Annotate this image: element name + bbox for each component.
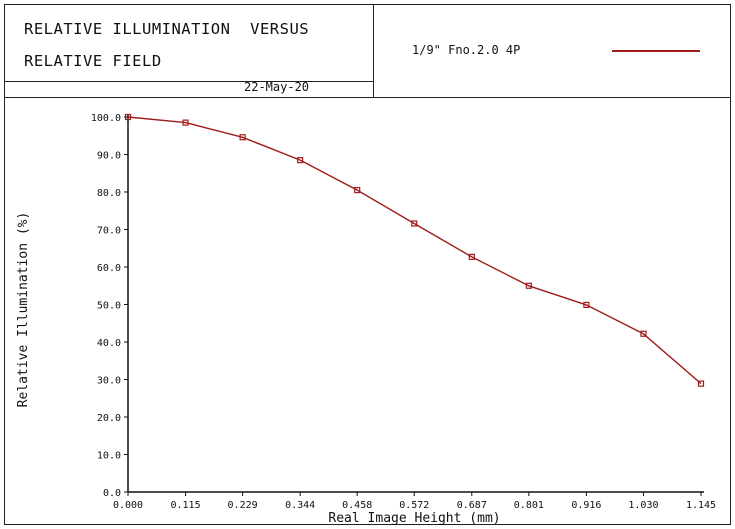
data-point-marker xyxy=(525,282,532,289)
data-point-marker xyxy=(583,301,590,308)
data-point-marker xyxy=(182,119,189,126)
data-point-marker xyxy=(297,157,304,164)
series-line xyxy=(127,116,702,385)
chart-title-line-2: RELATIVE FIELD xyxy=(24,52,162,70)
x-tick-label: 0.572 xyxy=(399,500,429,511)
y-tick-label: 90.0 xyxy=(97,151,121,162)
y-tick-label: 100.0 xyxy=(91,113,121,124)
date-box xyxy=(4,82,374,98)
title-box xyxy=(4,4,374,82)
data-point-marker xyxy=(411,220,418,227)
data-point-marker xyxy=(468,253,475,260)
plot-frame xyxy=(4,4,731,525)
x-tick-label: 0.458 xyxy=(342,500,372,511)
data-point-marker xyxy=(239,134,246,141)
y-tick-label: 80.0 xyxy=(97,188,121,199)
x-tick-label: 0.000 xyxy=(113,500,143,511)
x-tick-label: 1.030 xyxy=(628,500,658,511)
y-axis-label: Relative Illumination (%) xyxy=(16,212,31,408)
x-axis-label: Real Image Height (mm) xyxy=(328,511,500,526)
y-tick-label: 30.0 xyxy=(97,376,121,387)
y-tick-label: 70.0 xyxy=(97,226,121,237)
x-tick-label: 0.344 xyxy=(285,500,315,511)
data-point-marker xyxy=(697,380,705,387)
y-tick-label: 50.0 xyxy=(97,301,121,312)
x-tick-label: 1.145 xyxy=(686,500,716,511)
y-tick-label: 10.0 xyxy=(97,451,121,462)
data-point-marker xyxy=(640,330,647,337)
y-tick-label: 40.0 xyxy=(97,338,121,349)
legend-line-swatch xyxy=(612,50,700,52)
x-tick-label: 0.229 xyxy=(228,500,258,511)
y-tick-label: 0.0 xyxy=(103,488,121,499)
data-point-marker xyxy=(124,113,132,121)
x-tick-label: 0.687 xyxy=(457,500,487,511)
data-point-marker xyxy=(354,187,361,194)
date-label: 22-May-20 xyxy=(244,80,310,94)
x-tick-label: 0.115 xyxy=(170,500,200,511)
x-tick-label: 0.916 xyxy=(571,500,601,511)
legend-box xyxy=(374,4,731,98)
x-tick-label: 0.801 xyxy=(514,500,544,511)
chart-title-line-1: RELATIVE ILLUMINATION VERSUS xyxy=(24,20,310,38)
y-tick-label: 60.0 xyxy=(97,263,121,274)
legend-series-label: 1/9" Fno.2.0 4P xyxy=(412,43,521,57)
y-tick-label: 20.0 xyxy=(97,413,121,424)
